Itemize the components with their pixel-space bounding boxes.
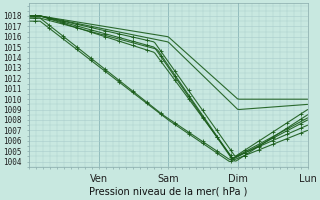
X-axis label: Pression niveau de la mer( hPa ): Pression niveau de la mer( hPa ) [89,187,247,197]
